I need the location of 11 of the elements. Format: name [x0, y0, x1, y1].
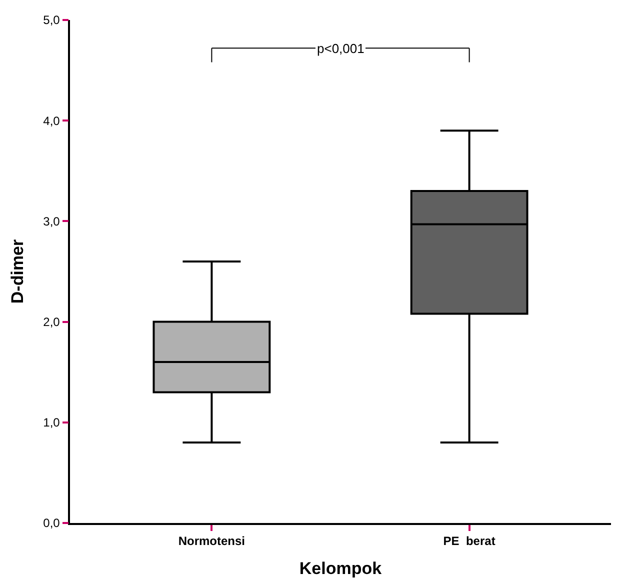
y-tick-label: 0,0	[43, 516, 60, 530]
x-tick-label: Normotensi	[178, 534, 246, 548]
annotation: p<0,001	[317, 41, 364, 56]
y-tick-label: 3,0	[43, 214, 60, 228]
y-axis-title: D-dimer	[8, 239, 28, 304]
y-tick-label: 2,0	[43, 315, 60, 329]
x-axis-title: Kelompok	[299, 559, 382, 578]
y-tick-label: 1,0	[43, 416, 60, 430]
y-tick-label: 4,0	[43, 114, 60, 128]
x-tick-label: PE berat	[443, 534, 496, 548]
y-tick-label: 5,0	[43, 13, 60, 28]
